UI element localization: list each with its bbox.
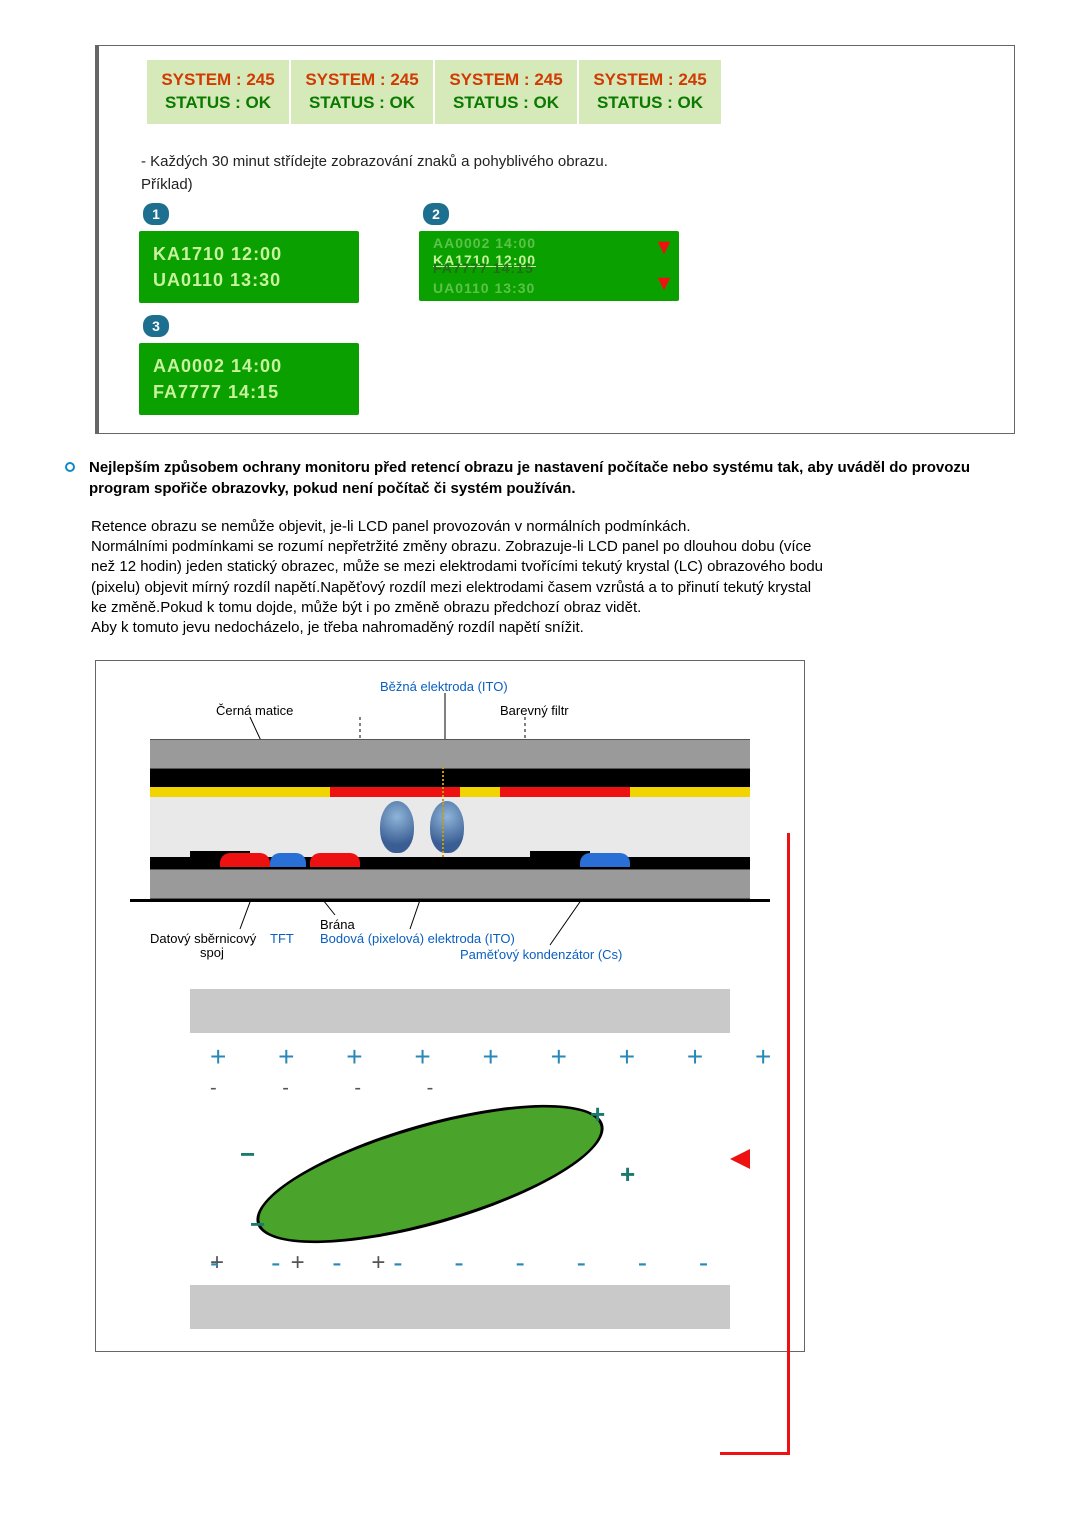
ellipse-plus: + bbox=[590, 1099, 605, 1130]
ellipse-minus: − bbox=[240, 1139, 255, 1170]
body-text: Retence obrazu se nemůže objevit, je-li … bbox=[91, 517, 831, 639]
status-ok: STATUS : OK bbox=[445, 92, 567, 115]
panel-line: KA1710 12:00 bbox=[153, 241, 345, 267]
clc-dotted-line bbox=[442, 767, 444, 857]
panel-line: UA0110 13:30 bbox=[153, 267, 345, 293]
example-box: SYSTEM : 245 STATUS : OK SYSTEM : 245 ST… bbox=[95, 45, 1015, 434]
arrow-down-icon bbox=[655, 275, 673, 293]
bump-gate bbox=[270, 853, 306, 867]
bump-drain bbox=[310, 853, 360, 867]
bump-cs bbox=[580, 853, 630, 867]
arrow-down-icon bbox=[655, 239, 673, 257]
red-arrowhead-icon bbox=[730, 1149, 750, 1169]
example-label: Příklad) bbox=[141, 175, 1002, 195]
capacitor-diagram: + + + + + + + + + - - - - + + − − + + + … bbox=[130, 989, 770, 1329]
lcd-cross-section: Běžná elektroda (ITO) Černá matice Barev… bbox=[130, 679, 770, 959]
signs-small-minus: - - - - bbox=[210, 1077, 710, 1100]
status-ok: STATUS : OK bbox=[157, 92, 279, 115]
ellipse-minus: − bbox=[250, 1209, 265, 1240]
status-row: SYSTEM : 245 STATUS : OK SYSTEM : 245 ST… bbox=[147, 60, 1002, 124]
ellipse-plus: + bbox=[620, 1159, 635, 1190]
layer-glass-bottom bbox=[150, 869, 750, 899]
panel-overlay-line: FA7777 14:15 bbox=[433, 260, 534, 278]
status-system: SYSTEM : 245 bbox=[445, 69, 567, 92]
bump-source bbox=[220, 853, 270, 867]
example-desc: - Každých 30 minut střídejte zobrazování… bbox=[141, 152, 1002, 172]
panel-3: AA0002 14:00 FA7777 14:15 bbox=[139, 343, 359, 415]
status-cell: SYSTEM : 245 STATUS : OK bbox=[579, 60, 721, 124]
bullet-icon bbox=[65, 462, 75, 472]
layer-black-matrix bbox=[150, 769, 750, 787]
panel-line: FA7777 14:15 bbox=[153, 379, 345, 405]
panel-1: KA1710 12:00 UA0110 13:30 bbox=[139, 231, 359, 303]
status-cell: SYSTEM : 245 STATUS : OK bbox=[291, 60, 433, 124]
badge-2: 2 bbox=[423, 203, 449, 225]
status-cell: SYSTEM : 245 STATUS : OK bbox=[147, 60, 289, 124]
panel-ghost-line: UA0110 13:30 bbox=[433, 280, 639, 298]
status-ok: STATUS : OK bbox=[589, 92, 711, 115]
lc-blob bbox=[380, 801, 414, 853]
status-ok: STATUS : OK bbox=[301, 92, 423, 115]
status-system: SYSTEM : 245 bbox=[589, 69, 711, 92]
badge-3: 3 bbox=[143, 315, 169, 337]
plate-bottom bbox=[190, 1285, 730, 1329]
lc-blob bbox=[430, 801, 464, 853]
badge-1: 1 bbox=[143, 203, 169, 225]
tip-row: Nejlepším způsobem ochrany monitoru před… bbox=[65, 458, 1015, 499]
panel-ghost-line: AA0002 14:00 bbox=[433, 235, 639, 253]
status-system: SYSTEM : 245 bbox=[301, 69, 423, 92]
color-filter-red bbox=[500, 787, 630, 797]
panel-line: AA0002 14:00 bbox=[153, 353, 345, 379]
plate-top bbox=[190, 989, 730, 1033]
status-cell: SYSTEM : 245 STATUS : OK bbox=[435, 60, 577, 124]
layer-glass-top bbox=[150, 739, 750, 769]
status-system: SYSTEM : 245 bbox=[157, 69, 279, 92]
signs-minus: - - - - - - - - - bbox=[210, 1247, 710, 1279]
color-filter-red bbox=[330, 787, 460, 797]
baseline bbox=[130, 899, 770, 902]
panel-2: AA0002 14:00 KA1710 12:00 FA7777 14:15 U… bbox=[419, 231, 679, 302]
tip-text: Nejlepším způsobem ochrany monitoru před… bbox=[89, 458, 1015, 499]
lc-ellipse bbox=[243, 1077, 617, 1272]
diagram-box: Běžná elektroda (ITO) Černá matice Barev… bbox=[95, 660, 805, 1352]
signs-plus: + + + + + + + + + bbox=[210, 1041, 710, 1073]
